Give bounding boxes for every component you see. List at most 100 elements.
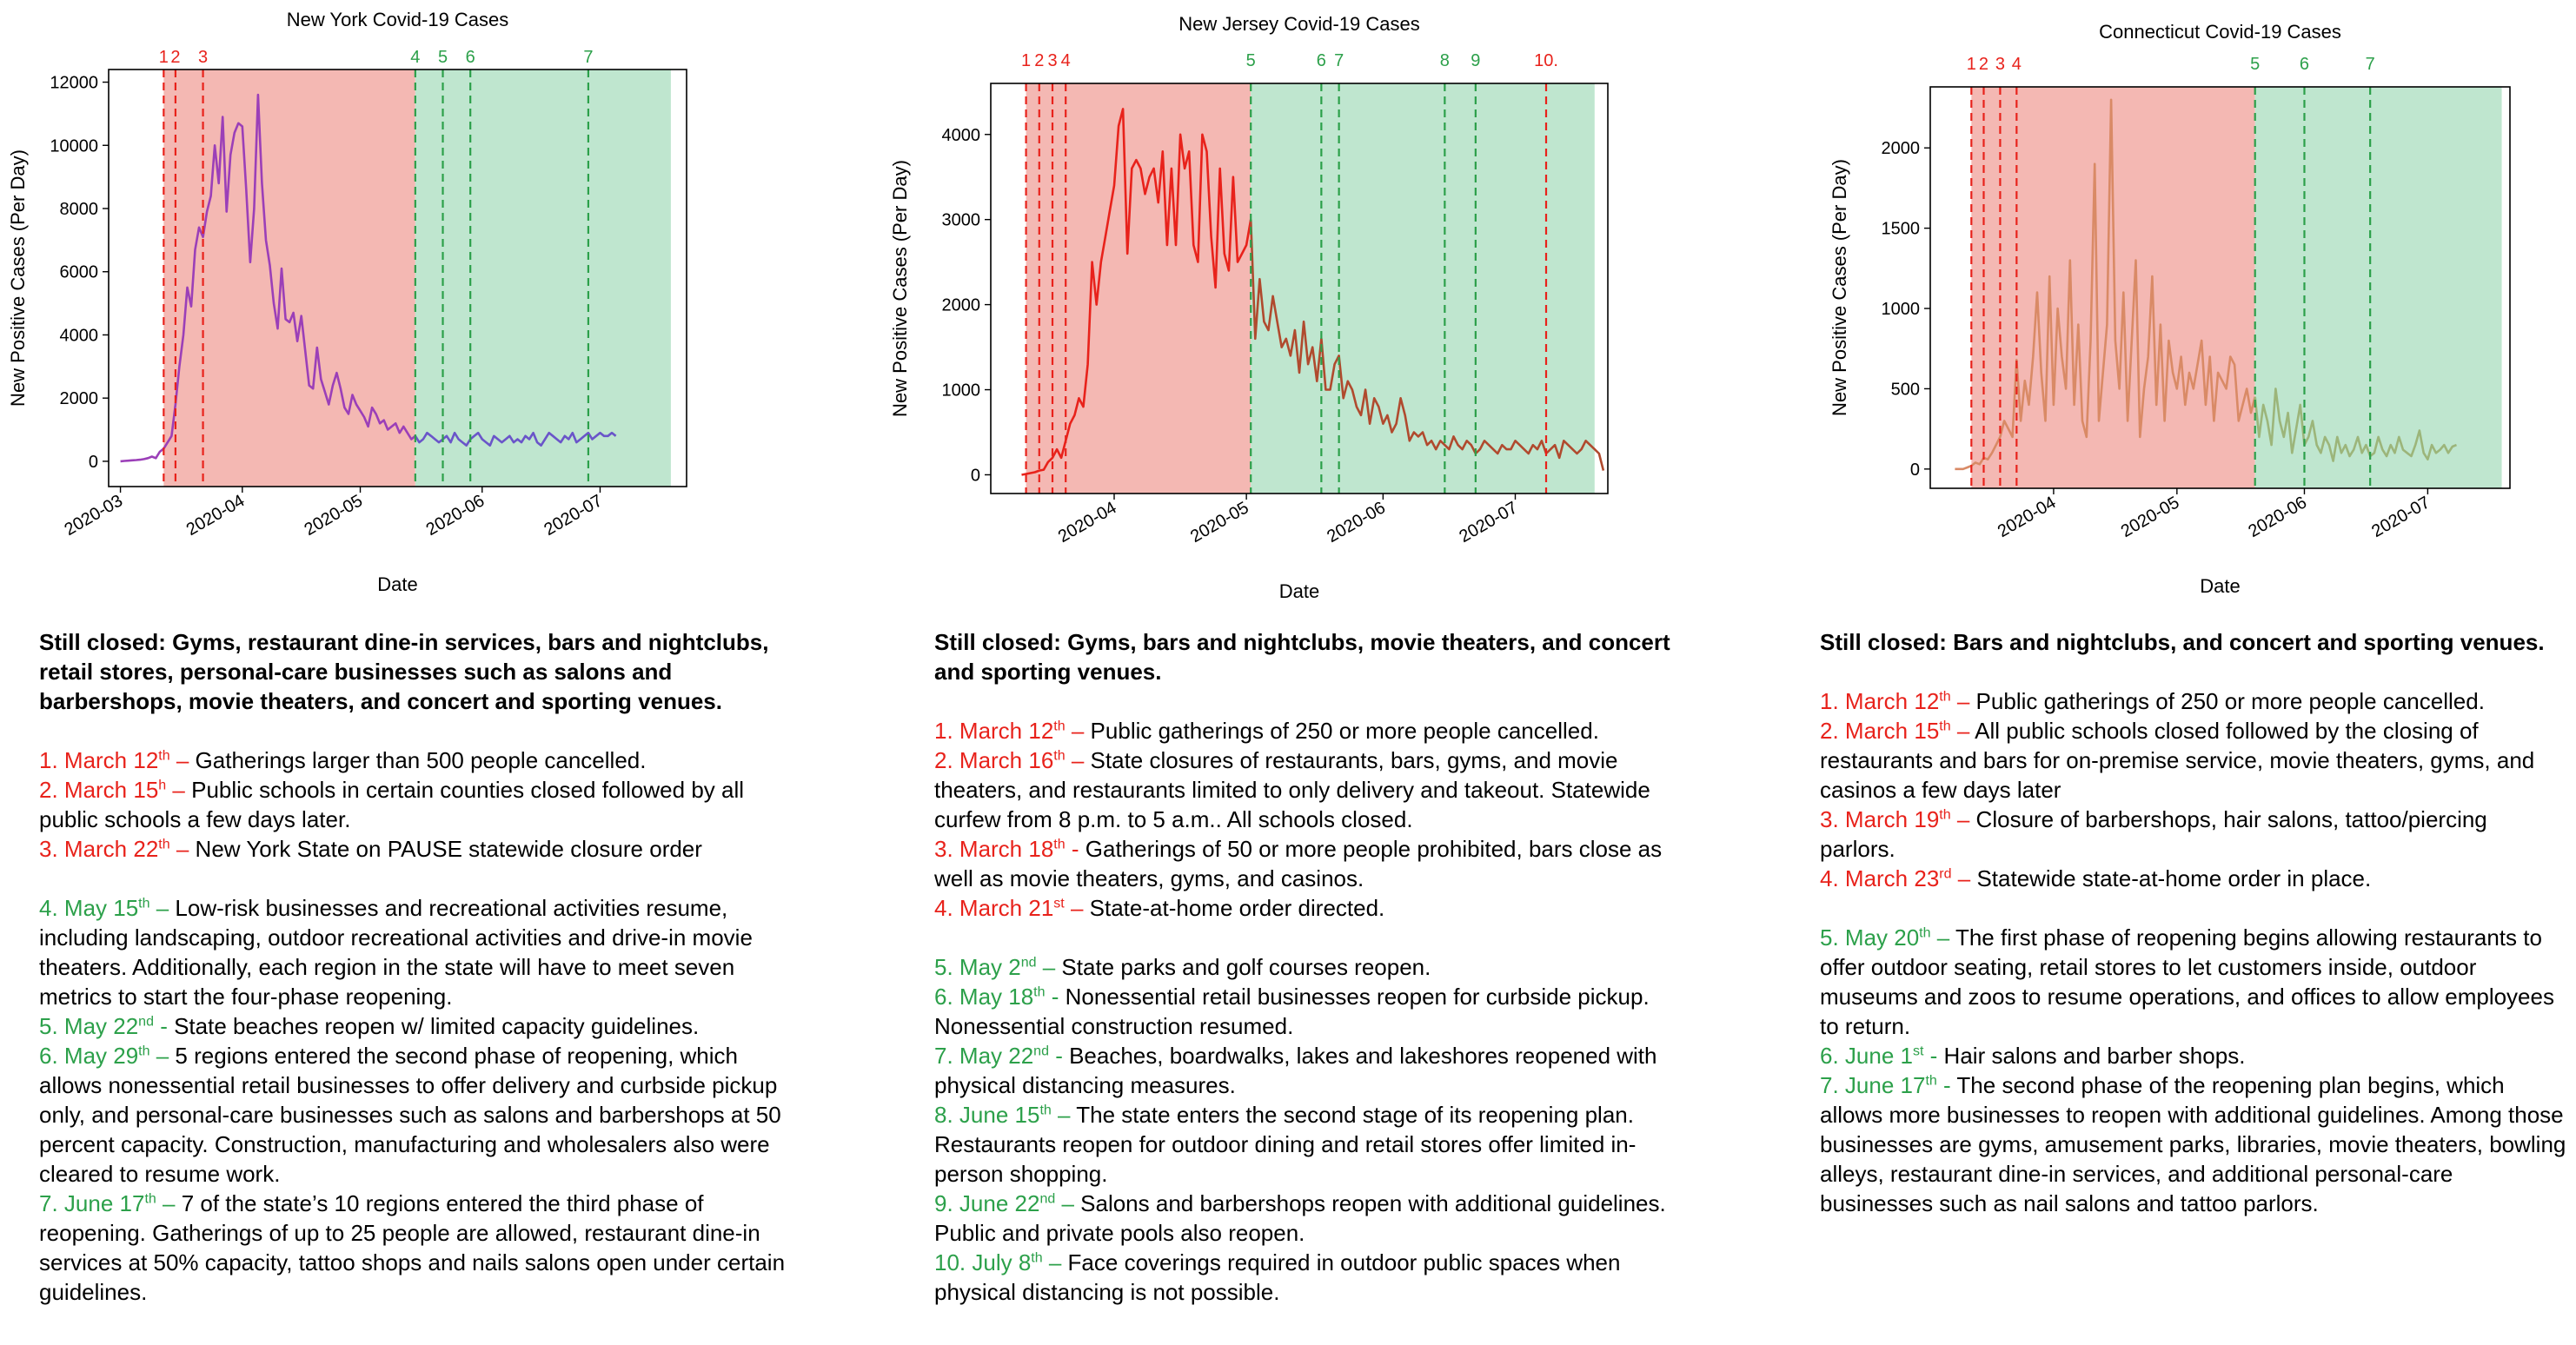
reopening-events-group: 5. May 2nd – State parks and golf course… bbox=[934, 952, 1699, 1307]
event-date: 6. May 18 bbox=[934, 984, 1034, 1010]
y-tick-label: 0 bbox=[971, 466, 980, 485]
event-dash: – bbox=[1950, 688, 1970, 714]
date-suffix: th bbox=[138, 896, 150, 911]
date-suffix: th bbox=[138, 1044, 150, 1059]
timeline-event: 5. May 22nd - State beaches reopen w/ li… bbox=[39, 1011, 795, 1041]
reopening-events-group: 5. May 20th – The first phase of reopeni… bbox=[1820, 923, 2567, 1218]
date-suffix: st bbox=[1912, 1044, 1924, 1059]
event-label-4: 4 bbox=[1061, 51, 1071, 70]
event-description: Statewide state-at-home order in place. bbox=[1970, 865, 2372, 891]
y-tick-label: 1000 bbox=[1882, 300, 1921, 319]
event-description: Public gatherings of 250 or more people … bbox=[1969, 688, 2485, 714]
date-suffix: th bbox=[1053, 837, 1066, 852]
date-suffix: th bbox=[158, 748, 170, 764]
y-tick-label: 2000 bbox=[60, 389, 99, 408]
event-date: 10. July 8 bbox=[934, 1249, 1032, 1275]
event-description: The state enters the second stage of its… bbox=[934, 1102, 1637, 1187]
event-label-3: 3 bbox=[1995, 55, 2005, 74]
timeline-event: 7. May 22nd - Beaches, boardwalks, lakes… bbox=[934, 1041, 1699, 1100]
y-axis-label: New Positive Cases (Per Day) bbox=[1829, 159, 1850, 416]
series-line-before-reopening bbox=[120, 93, 416, 463]
y-axis-label: New Positive Cases (Per Day) bbox=[7, 149, 29, 407]
chart-new-york: New York Covid-19 Cases 1 2 3 4 5 6 7 0 2000 4000 6… bbox=[7, 9, 687, 595]
x-tick-label: 2020-04 bbox=[1995, 493, 2060, 541]
event-date: 1. March 12 bbox=[39, 747, 159, 773]
event-dash: - bbox=[1065, 836, 1079, 862]
event-date: 4. May 15 bbox=[39, 895, 139, 921]
x-tick-label: 2020-06 bbox=[2245, 493, 2310, 541]
timeline-event: 10. July 8th – Face coverings required i… bbox=[934, 1248, 1699, 1307]
event-description: State closures of restaurants, bars, gym… bbox=[934, 747, 1650, 832]
notes-connecticut: Still closed: Bars and nightclubs, and c… bbox=[1820, 627, 2567, 1248]
date-suffix: th bbox=[1925, 1073, 1937, 1089]
chart-title: New York Covid-19 Cases bbox=[287, 9, 509, 30]
event-label-3: 3 bbox=[1047, 51, 1057, 70]
event-date: 5. May 2 bbox=[934, 954, 1021, 980]
event-description: The second phase of the reopening plan b… bbox=[1820, 1072, 2566, 1216]
date-suffix: nd bbox=[1020, 955, 1037, 971]
timeline-event: 9. June 22nd – Salons and barbershops re… bbox=[934, 1189, 1699, 1248]
event-date: 5. May 20 bbox=[1820, 924, 1920, 951]
plot-frame bbox=[108, 69, 687, 487]
timeline-event: 5. May 20th – The first phase of reopeni… bbox=[1820, 923, 2567, 1041]
chart-connecticut: Connecticut Covid-19 Cases 1 2 3 4 5 6 7 0 500 100… bbox=[1829, 21, 2511, 597]
date-suffix: th bbox=[1939, 689, 1951, 705]
event-label-1: 1 bbox=[1021, 51, 1031, 70]
timeline-event: 3. March 19th – Closure of barbershops, … bbox=[1820, 805, 2567, 864]
series-line-after-reopening bbox=[1249, 219, 1605, 471]
timeline-event: 4. May 15th – Low-risk businesses and re… bbox=[39, 893, 795, 1011]
timeline-event: 7. June 17th – 7 of the state’s 10 regio… bbox=[39, 1189, 795, 1307]
event-date: 3. March 22 bbox=[39, 836, 159, 862]
y-tick-label: 500 bbox=[1891, 380, 1920, 399]
y-tick-label: 0 bbox=[1910, 460, 1920, 480]
y-tick-label: 4000 bbox=[942, 126, 981, 145]
date-suffix: th bbox=[1053, 719, 1066, 734]
event-date: 3. March 19 bbox=[1820, 806, 1940, 832]
reopening-events-group: 4. May 15th – Low-risk businesses and re… bbox=[39, 893, 795, 1307]
y-tick-label: 1500 bbox=[1882, 220, 1921, 239]
y-tick-label: 2000 bbox=[942, 296, 981, 315]
still-closed-summary: Still closed: Gyms, bars and nightclubs,… bbox=[934, 629, 1670, 685]
event-dash: - bbox=[1048, 1043, 1063, 1069]
phase-band-closure bbox=[1971, 87, 2255, 488]
y-axis-label: New Positive Cases (Per Day) bbox=[889, 160, 911, 417]
series-line-after-reopening bbox=[414, 431, 617, 447]
still-closed-summary: Still closed: Bars and nightclubs, and c… bbox=[1820, 629, 2545, 655]
closure-events-group: 1. March 12th – Public gatherings of 250… bbox=[1820, 686, 2567, 893]
event-dash: – bbox=[1065, 747, 1085, 773]
event-date: 6. May 29 bbox=[39, 1043, 139, 1069]
date-suffix: st bbox=[1053, 896, 1065, 911]
event-label-7: 7 bbox=[1334, 51, 1344, 70]
event-dash: – bbox=[156, 1190, 176, 1216]
event-date: 4. March 23 bbox=[1820, 865, 1940, 891]
phase-band-closure bbox=[163, 70, 415, 487]
event-label-5: 5 bbox=[1246, 51, 1256, 70]
event-label-2: 2 bbox=[1034, 51, 1044, 70]
date-suffix: rd bbox=[1939, 866, 1952, 882]
event-dash: – bbox=[1950, 806, 1970, 832]
timeline-event: 5. May 2nd – State parks and golf course… bbox=[934, 952, 1699, 982]
event-description: Closure of barbershops, hair salons, tat… bbox=[1820, 806, 2487, 862]
date-suffix: th bbox=[1053, 748, 1066, 764]
date-suffix: th bbox=[1919, 925, 1931, 941]
event-date: 6. June 1 bbox=[1820, 1043, 1913, 1069]
event-date: 2. March 15 bbox=[1820, 718, 1940, 744]
x-axis-label: Date bbox=[377, 573, 417, 595]
phase-band-reopening bbox=[415, 70, 671, 487]
event-label-5: 5 bbox=[2250, 55, 2260, 74]
event-description: Gatherings larger than 500 people cancel… bbox=[189, 747, 647, 773]
timeline-event: 4. March 21st – State-at-home order dire… bbox=[934, 893, 1699, 923]
event-date: 1. March 12 bbox=[934, 718, 1054, 744]
date-suffix: nd bbox=[1039, 1191, 1056, 1207]
y-tick-label: 3000 bbox=[942, 211, 981, 230]
event-date: 3. March 18 bbox=[934, 836, 1054, 862]
y-tick-label: 10000 bbox=[50, 136, 98, 156]
event-dash: – bbox=[1042, 1249, 1062, 1275]
notes-new-jersey: Still closed: Gyms, bars and nightclubs,… bbox=[934, 627, 1699, 1336]
event-date: 8. June 15 bbox=[934, 1102, 1040, 1128]
x-tick-label: 2020-06 bbox=[1324, 498, 1389, 547]
event-description: Face coverings required in outdoor publi… bbox=[934, 1249, 1621, 1305]
plot-frame bbox=[990, 83, 1609, 494]
event-label-5: 5 bbox=[438, 48, 448, 67]
x-tick-label: 2020-05 bbox=[2118, 493, 2183, 541]
